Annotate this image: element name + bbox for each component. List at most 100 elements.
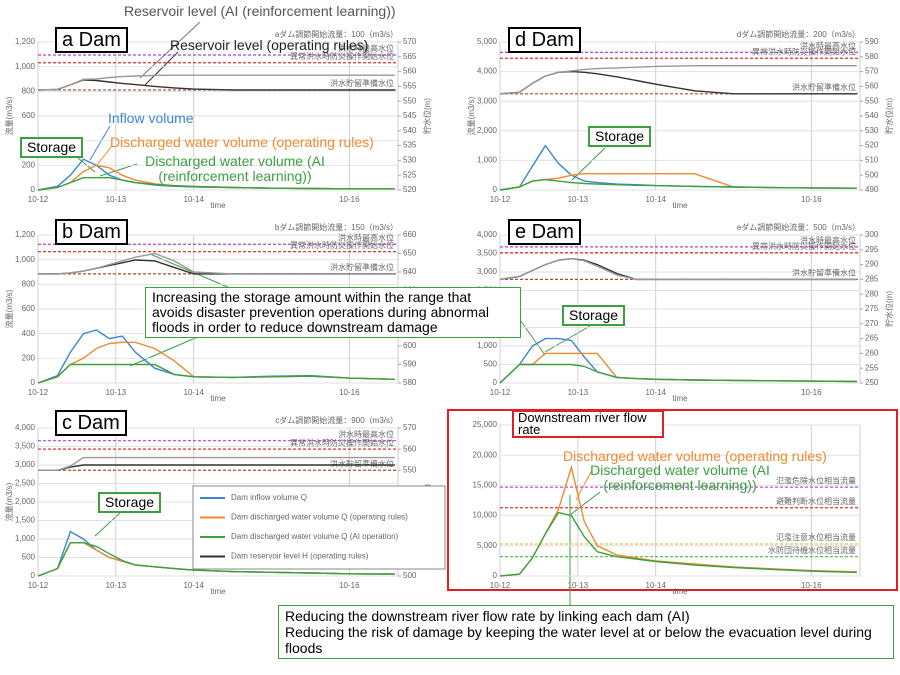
y2-tick-label: 520	[865, 141, 879, 150]
reference-label: 洪水貯留準備水位	[330, 262, 394, 272]
x-tick-label: 10-14	[183, 388, 204, 397]
leader	[89, 125, 111, 161]
y2-tick-label: 565	[403, 52, 417, 61]
reference-label: 洪水貯留準備水位	[330, 458, 394, 468]
legend-label: Dam reservoir level H (operating rules)	[231, 552, 369, 561]
y2-tick-label: 500	[865, 170, 879, 179]
y2-tick-label: 530	[865, 126, 879, 135]
y-axis-label: 流量(m3/s)	[4, 482, 14, 521]
note: Reducing the downstream river flow rate …	[285, 608, 690, 624]
y2-axis-label: 貯水位(m)	[422, 98, 432, 134]
series-line	[499, 352, 857, 384]
y-tick-label: 800	[22, 279, 36, 288]
reference-label: 異常洪水時防災操作開始水位	[752, 46, 856, 56]
y2-tick-label: 550	[865, 96, 879, 105]
panel-title: c Dam	[55, 410, 127, 436]
y2-tick-label: 280	[865, 289, 879, 298]
x-tick-label: 10-13	[568, 581, 589, 590]
y2-tick-label: 500	[403, 571, 417, 580]
leader	[544, 325, 591, 353]
y2-tick-label: 510	[865, 156, 879, 165]
y2-tick-label: 550	[403, 96, 417, 105]
legend-box	[192, 485, 446, 570]
x-tick-label: 10-12	[490, 581, 511, 590]
y-tick-label: 20,000	[473, 450, 498, 459]
panel-subtitle: aダム調節開始流量：100（m3/s）	[275, 29, 398, 39]
annotation: Inflow volume	[108, 110, 194, 126]
y-tick-label: 400	[22, 329, 36, 338]
y-tick-label: 800	[22, 86, 36, 95]
annotation: Discharged water volume (operating rules…	[110, 134, 374, 150]
x-tick-label: 10-16	[339, 388, 360, 397]
series-line	[38, 464, 395, 471]
y-tick-label: 1,000	[15, 255, 36, 264]
annotation: Reservoir level (operating rules)	[170, 37, 369, 53]
y-tick-label: 15,000	[473, 481, 498, 490]
x-tick-label: 10-14	[645, 388, 666, 397]
x-tick-label: 10-14	[645, 195, 666, 204]
annotation: Reservoir level (AI (reinforcement learn…	[124, 3, 396, 19]
series-line	[499, 363, 857, 384]
y2-tick-label: 650	[403, 249, 417, 258]
x-tick-label: 10-13	[568, 388, 589, 397]
y2-tick-label: 560	[403, 67, 417, 76]
y2-axis-label: 貯水位(m)	[884, 98, 894, 134]
y2-tick-label: 600	[403, 341, 417, 350]
x-tick-label: 10-16	[801, 195, 822, 204]
reference-label: 氾濫注意水位相当流量	[776, 532, 856, 542]
x-tick-label: 10-16	[339, 195, 360, 204]
panel-title: d Dam	[508, 27, 581, 53]
series-line	[499, 65, 857, 95]
series-line	[499, 178, 857, 191]
leader	[139, 21, 201, 79]
y-tick-label: 500	[22, 553, 36, 562]
reference-label: 洪水時最高水位	[338, 43, 394, 53]
panel-title: b Dam	[55, 219, 128, 245]
y-tick-label: 2,500	[15, 479, 36, 488]
y-tick-label: 600	[22, 304, 36, 313]
annotation: Discharged water volume (AI (reinforceme…	[590, 462, 770, 493]
x-tick-label: 10-13	[106, 195, 127, 204]
series-line	[37, 74, 395, 91]
series-line	[38, 456, 395, 471]
y-tick-label: 2,000	[477, 126, 498, 135]
reference-label: 氾濫危険水位相当流量	[776, 475, 856, 485]
y-tick-label: 3,000	[15, 460, 36, 469]
x-tick-label: 10-13	[106, 388, 127, 397]
leader	[95, 145, 113, 167]
reference-label: 異常洪水時防災操作開始水位	[290, 51, 394, 61]
panel-title: e Dam	[508, 219, 581, 245]
x-axis-label: time	[210, 587, 226, 596]
x-tick-label: 10-12	[490, 195, 511, 204]
y2-tick-label: 265	[865, 334, 879, 343]
x-axis-label: time	[672, 394, 688, 403]
y2-tick-label: 550	[403, 465, 417, 474]
y-tick-label: 5,000	[477, 541, 498, 550]
y-tick-label: 200	[22, 160, 36, 169]
y-tick-label: 4,000	[477, 67, 498, 76]
y2-tick-label: 560	[403, 444, 417, 453]
y-tick-label: 3,500	[15, 442, 36, 451]
reference-label: 洪水貯留準備水位	[330, 78, 394, 88]
x-tick-label: 10-12	[490, 388, 511, 397]
annotation: Storage	[20, 137, 84, 158]
y2-tick-label: 555	[403, 82, 417, 91]
series-line	[499, 144, 857, 191]
annotation: Increasing the storage amount within the…	[145, 287, 521, 338]
annotation: Storage	[588, 126, 652, 147]
y-tick-label: 4,000	[15, 423, 36, 432]
y-tick-label: 1,500	[15, 516, 36, 525]
reference-label: 水防団待機水位相当流量	[768, 545, 856, 555]
y2-tick-label: 580	[865, 52, 879, 61]
y-tick-label: 0	[31, 185, 36, 194]
reference-label: 洪水貯留準備水位	[792, 82, 856, 92]
annotation: Storage	[562, 305, 626, 326]
y-tick-label: 200	[22, 353, 36, 362]
legend-label: Dam discharged water volume Q (operating…	[231, 513, 408, 522]
y-tick-label: 1,200	[15, 37, 36, 46]
y-tick-label: 0	[31, 571, 36, 580]
y2-tick-label: 530	[403, 156, 417, 165]
x-tick-label: 10-16	[801, 388, 822, 397]
x-tick-label: 10-12	[28, 388, 49, 397]
